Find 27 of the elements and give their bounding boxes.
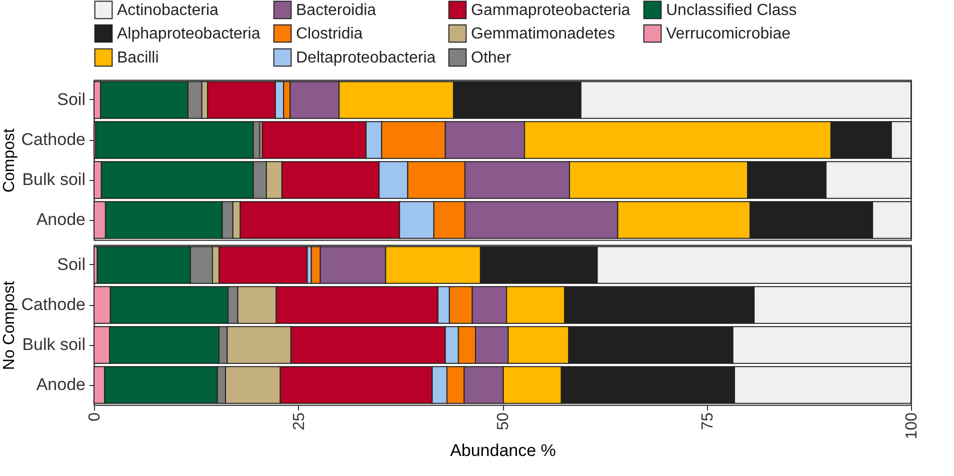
y-tick-label: Soil — [57, 90, 86, 109]
legend-label: Actinobacteria — [117, 2, 218, 19]
legend-label: Clostridia — [296, 26, 363, 42]
legend-label: Unclassified Class — [666, 2, 797, 19]
y-tick-label: Cathode — [21, 295, 86, 314]
x-tick-label: 0 — [86, 412, 104, 422]
x-tick-label: 75 — [699, 412, 716, 430]
y-tick-label: Anode — [36, 210, 86, 229]
legend-label: Alphaproteobacteria — [117, 26, 260, 42]
legend-label: Bacteroidia — [296, 2, 376, 19]
y-tick-label: Bulk soil — [22, 335, 86, 354]
y-tick-label: Cathode — [21, 130, 86, 149]
y-tick-label: Anode — [36, 375, 86, 394]
legend-label: Verrucomicrobiae — [666, 26, 791, 42]
x-axis-title: Abundance % — [450, 441, 556, 460]
legend-label: Deltaproteobacteria — [296, 50, 436, 66]
x-tick-label: 100 — [904, 412, 920, 440]
x-tick-label: 25 — [290, 412, 308, 430]
legend-label: Gemmatimonadetes — [471, 26, 616, 42]
legend-label: Bacilli — [117, 50, 159, 66]
y-tick-label: Bulk soil — [22, 170, 86, 189]
legend-label: Gammaproteobacteria — [471, 2, 630, 19]
x-tick-label: 50 — [495, 412, 512, 430]
y-axis-title: Compost — [1, 128, 18, 193]
y-axis-title: No Compost — [1, 280, 18, 370]
legend-label: Other — [471, 50, 512, 66]
y-tick-label: Soil — [57, 255, 86, 274]
